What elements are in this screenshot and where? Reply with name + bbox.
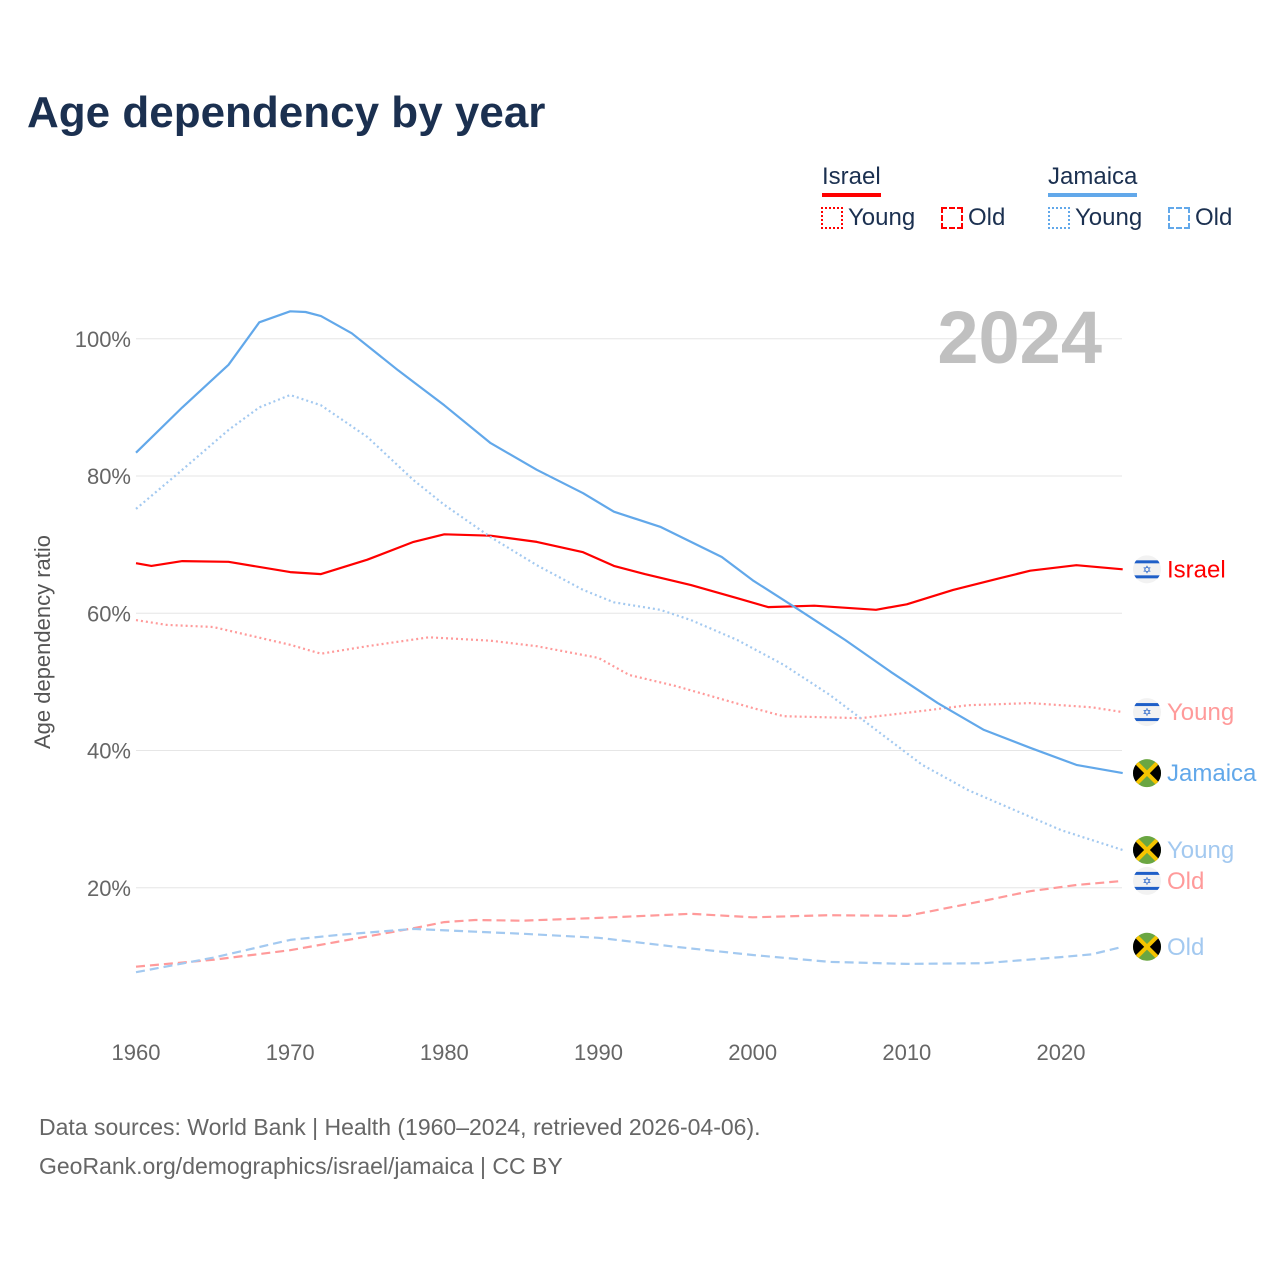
israel-flag-icon: ✡ bbox=[1133, 555, 1161, 584]
jamaica-flag-icon bbox=[1133, 836, 1161, 865]
y-tick-label: 60% bbox=[87, 601, 131, 626]
source-note: Data sources: World Bank | Health (1960–… bbox=[39, 1108, 761, 1186]
legend-israel: Israel bbox=[822, 163, 881, 197]
x-tick-label: 1980 bbox=[420, 1040, 469, 1065]
israel-flag-icon: ✡ bbox=[1133, 866, 1161, 895]
line-chart: 20% 40% 60% 80% 100% 1960 1970 1980 1990 2000 2010… bbox=[30, 296, 1257, 1065]
series-end-label: Young bbox=[1167, 837, 1234, 864]
y-tick-label: 80% bbox=[87, 464, 131, 489]
series-line-jamaica bbox=[135, 310, 1123, 775]
dashed-swatch-icon bbox=[1168, 207, 1190, 229]
legend-jamaica: Jamaica bbox=[1048, 163, 1138, 197]
legend-jamaica-old: Old bbox=[1168, 204, 1232, 232]
x-tick-label: 2020 bbox=[1037, 1040, 1086, 1065]
year-watermark: 2024 bbox=[937, 296, 1102, 379]
x-tick-label: 1970 bbox=[266, 1040, 315, 1065]
chart-title: Age dependency by year bbox=[27, 88, 546, 137]
y-tick-label: 40% bbox=[87, 739, 131, 764]
x-tick-label: 2000 bbox=[728, 1040, 777, 1065]
series-end-label: Old bbox=[1167, 868, 1204, 895]
series-end-label: Israel bbox=[1167, 556, 1226, 583]
source-line-1: Data sources: World Bank | Health (1960–… bbox=[39, 1114, 761, 1140]
legend-jamaica-young: Young bbox=[1048, 204, 1142, 232]
legend-israel-old: Old bbox=[941, 204, 1005, 232]
jamaica-flag-icon bbox=[1133, 759, 1161, 788]
legend-label: Young bbox=[1075, 204, 1143, 231]
israel-flag-icon: ✡ bbox=[1133, 698, 1161, 727]
series-end-label: Old bbox=[1167, 934, 1204, 961]
x-tick-label: 1960 bbox=[112, 1040, 161, 1065]
jamaica-flag-icon bbox=[1133, 932, 1161, 961]
legend-israel-young: Young bbox=[821, 204, 915, 232]
dotted-swatch-icon bbox=[1048, 207, 1070, 229]
x-tick-label: 2010 bbox=[882, 1040, 931, 1065]
series-line-jamaica-young bbox=[135, 393, 1124, 852]
svg-text:✡: ✡ bbox=[1142, 563, 1151, 576]
y-axis-label: Age dependency ratio bbox=[30, 535, 55, 749]
y-tick-label: 20% bbox=[87, 876, 131, 901]
series-end-label: Jamaica bbox=[1167, 760, 1257, 787]
legend-label: Old bbox=[968, 204, 1006, 231]
source-line-2: GeoRank.org/demographics/israel/jamaica … bbox=[39, 1153, 563, 1179]
y-tick-label: 100% bbox=[75, 327, 131, 352]
x-tick-label: 1990 bbox=[574, 1040, 623, 1065]
svg-text:✡: ✡ bbox=[1142, 875, 1151, 888]
legend-label: Old bbox=[1195, 204, 1233, 231]
series-line-israel-old bbox=[135, 879, 1123, 968]
legend-label: Young bbox=[848, 204, 916, 231]
series-line-jamaica-old bbox=[135, 927, 1123, 974]
dashed-swatch-icon bbox=[941, 207, 963, 229]
dotted-swatch-icon bbox=[821, 207, 843, 229]
series-line-israel-young bbox=[135, 619, 1123, 720]
series-end-label: Young bbox=[1167, 699, 1234, 726]
svg-text:✡: ✡ bbox=[1142, 706, 1151, 719]
series-line-israel bbox=[135, 533, 1123, 611]
